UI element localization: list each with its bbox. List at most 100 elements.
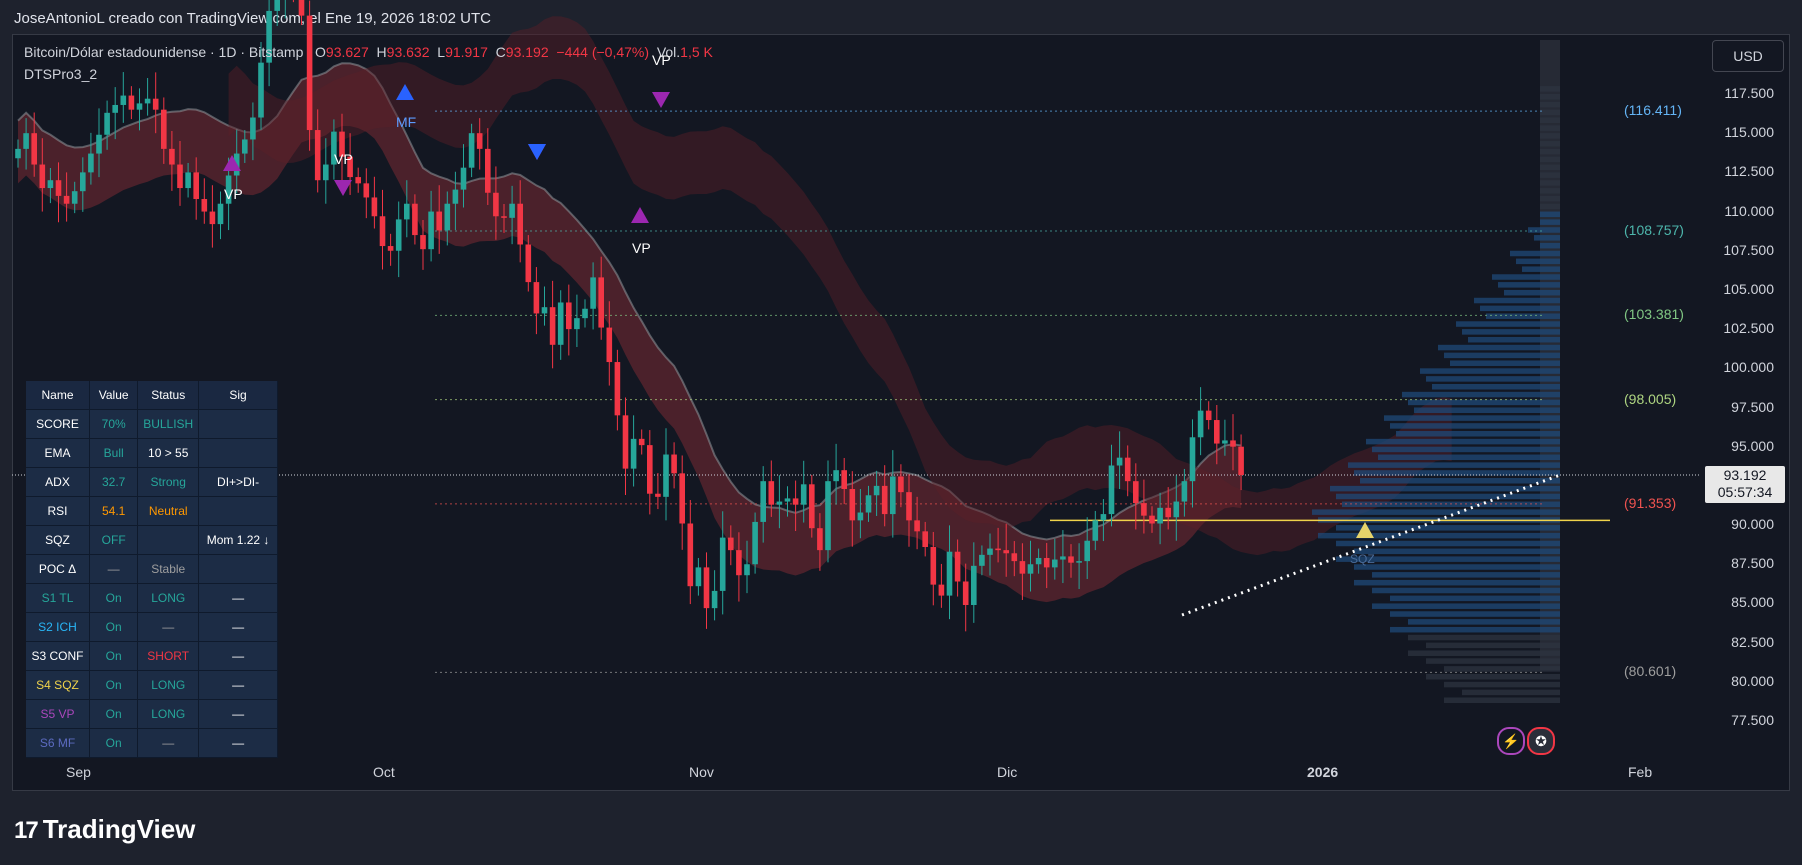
- table-cell-status: LONG: [137, 670, 200, 700]
- price-tick: 115.000: [1724, 124, 1774, 141]
- profile-bin: [1408, 399, 1560, 406]
- table-cell-name: S4 SQZ: [26, 670, 91, 700]
- table-row: RSI 54.1 Neutral: [26, 496, 278, 526]
- candle-body: [136, 103, 143, 110]
- candle-body: [96, 134, 102, 154]
- candle-body: [1238, 446, 1244, 476]
- table-cell-status: BULLISH: [137, 409, 200, 439]
- table-cell-sig: [198, 438, 278, 468]
- candle-body: [533, 282, 540, 314]
- candle-body: [663, 454, 669, 497]
- profile-bin: [1462, 329, 1560, 335]
- profile-bin: [1336, 540, 1560, 547]
- sqz-marker: [1356, 522, 1374, 538]
- profile-bin: [1390, 626, 1560, 633]
- profile-bin: [1540, 101, 1560, 108]
- table-cell-sig: —: [198, 583, 278, 613]
- profile-bin: [1360, 478, 1560, 484]
- candle-body: [549, 307, 556, 345]
- profile-bin: [1540, 180, 1560, 186]
- candle-body: [922, 531, 928, 548]
- table-cell-sig: [198, 409, 278, 439]
- candle-body: [161, 109, 167, 149]
- table-row: POC Δ — Stable: [26, 554, 278, 584]
- profile-bin: [1450, 360, 1560, 366]
- symbol-title[interactable]: Bitcoin/Dólar estadounidense · 1D · Bits…: [24, 44, 304, 60]
- profile-bin: [1384, 415, 1560, 421]
- time-tick: Nov: [689, 764, 714, 780]
- candle-body: [525, 244, 532, 283]
- candle-body: [1222, 440, 1228, 444]
- profile-bin: [1372, 446, 1560, 453]
- candle-body: [323, 164, 329, 181]
- candle-body: [201, 199, 208, 212]
- candle-body: [776, 501, 783, 505]
- candle-body: [1035, 557, 1042, 565]
- profile-bin: [1444, 681, 1560, 688]
- low-value: 91.917: [445, 44, 488, 60]
- mf-marker: [396, 84, 414, 100]
- cloud-line: [17, 62, 1242, 541]
- table-cell-value: On: [89, 641, 139, 671]
- candle-body: [873, 485, 880, 496]
- indicator-legend[interactable]: DTSPro3_2: [24, 66, 98, 82]
- candle-body: [379, 216, 386, 247]
- table-cell-value: OFF: [89, 525, 139, 555]
- table-cell-value: 70%: [89, 409, 139, 439]
- candle-body: [695, 567, 702, 587]
- candle-body: [468, 133, 475, 168]
- candle-body: [225, 175, 232, 204]
- symbol-legend[interactable]: Bitcoin/Dólar estadounidense · 1D · Bits…: [24, 44, 713, 60]
- table-cell-sig: —: [198, 670, 278, 700]
- table-cell-status: 10 > 55: [137, 438, 200, 468]
- candle-body: [703, 567, 710, 609]
- candle-body: [598, 277, 604, 328]
- candle-body: [954, 551, 961, 582]
- currency-button[interactable]: USD: [1712, 40, 1784, 72]
- candle-body: [841, 470, 847, 490]
- last-price: 93.192: [1723, 467, 1767, 483]
- table-row: S6 MF On — —: [26, 728, 278, 758]
- candle-body: [1230, 440, 1236, 447]
- profile-bin: [1528, 227, 1560, 233]
- profile-bin: [1540, 109, 1560, 116]
- candle-body: [647, 445, 653, 494]
- candle-body: [760, 481, 766, 522]
- candle-body: [31, 133, 37, 165]
- profile-bin: [1414, 407, 1560, 413]
- price-axis[interactable]: 117.500 115.000 112.500 110.000 107.500 105.0…: [1690, 34, 1788, 769]
- candle-body: [476, 133, 483, 149]
- candle-body: [1214, 420, 1220, 444]
- candle-body: [1027, 564, 1034, 574]
- us-flag-icon[interactable]: ✪: [1527, 727, 1555, 755]
- vp-marker-label: VP: [632, 240, 651, 256]
- table-cell-name: S1 TL: [26, 583, 91, 613]
- profile-bin: [1372, 572, 1560, 578]
- candle-body: [501, 216, 507, 218]
- candle-body: [428, 211, 434, 250]
- price-tick: 107.500: [1723, 241, 1774, 258]
- profile-bin: [1492, 274, 1560, 280]
- profile-bin: [1354, 564, 1560, 570]
- high-value: 93.632: [386, 44, 430, 60]
- candle-body: [849, 489, 856, 521]
- close-value: 93.192: [505, 44, 549, 60]
- table-cell-sig: —: [198, 641, 278, 671]
- lightning-icon[interactable]: ⚡: [1497, 727, 1525, 755]
- tradingview-logo[interactable]: 17 TradingView: [14, 814, 196, 844]
- table-row: S2 ICH On — —: [26, 612, 278, 642]
- profile-bin: [1354, 548, 1560, 555]
- profile-bin: [1426, 658, 1560, 664]
- profile-bin: [1354, 579, 1560, 586]
- candle-body: [719, 537, 726, 591]
- profile-bin: [1540, 141, 1560, 147]
- candle-body: [1205, 410, 1212, 421]
- profile-bin: [1480, 305, 1560, 312]
- candle-body: [736, 550, 742, 576]
- profile-bin: [1444, 666, 1560, 672]
- candle-body: [1165, 507, 1171, 518]
- sqz-marker-label: SQZ: [1350, 552, 1375, 566]
- candle-body: [809, 484, 815, 529]
- candle-body: [1092, 520, 1099, 541]
